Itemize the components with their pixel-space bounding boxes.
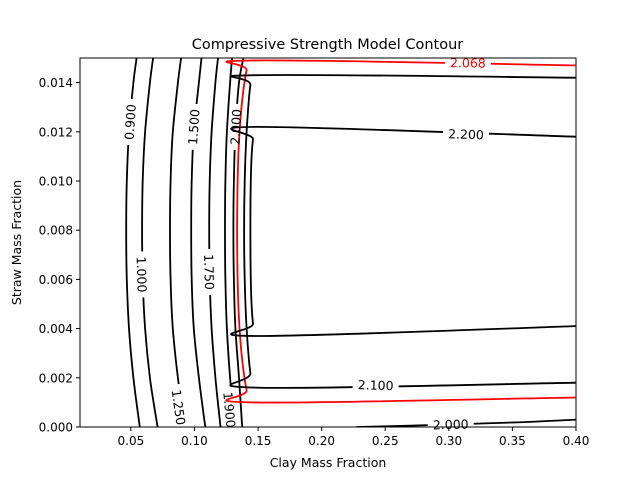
- contour-lines: [125, 58, 576, 427]
- contour-label-2_000: 2.000: [227, 109, 244, 146]
- contour-labels: 0.900 1.000 1.250 1.500 1.750 1.900 2.000 2.068…: [122, 55, 486, 432]
- contour-line-1_900: [224, 58, 236, 427]
- contour-label-2_000: 2.000: [433, 416, 469, 432]
- contour-line-2_000: [355, 418, 576, 427]
- y-tick-label: 0.000: [39, 421, 73, 435]
- y-axis: 0.000 0.002 0.004 0.006 0.008 0.010 0.012 0.014: [39, 76, 80, 435]
- contour-path: [229, 74, 576, 389]
- contour-label-1_250: 1.250: [169, 389, 189, 427]
- y-tick-label: 0.006: [39, 273, 73, 287]
- contour-label-1_900: 1.900: [220, 391, 238, 428]
- contour-line-1_750: [208, 58, 222, 427]
- contour-path: [125, 58, 141, 427]
- y-tick-label: 0.004: [39, 322, 73, 336]
- y-tick-label: 0.008: [39, 224, 73, 238]
- x-axis: 0.05 0.10 0.15 0.20 0.25 0.30 0.35 0.40: [118, 427, 590, 448]
- contour-label-1_000: 1.000: [134, 256, 150, 292]
- y-tick-label: 0.002: [39, 371, 73, 385]
- contour-path: [355, 418, 576, 427]
- contour-line-2_100: [229, 74, 576, 389]
- contour-path: [141, 58, 159, 427]
- contour-line-2_000: [232, 58, 245, 427]
- contour-label-2_100: 2.100: [358, 377, 394, 393]
- contour-path: [224, 58, 236, 427]
- contour-label-0_900: 0.900: [122, 104, 139, 141]
- contour-line-2_068: [225, 59, 576, 404]
- contour-label-2_068: 2.068: [450, 55, 486, 71]
- x-tick-label: 0.25: [372, 434, 399, 448]
- y-axis-label: Straw Mass Fraction: [9, 180, 24, 305]
- y-tick-label: 0.012: [39, 125, 73, 139]
- y-tick-label: 0.014: [39, 76, 73, 90]
- contour-path: [208, 58, 222, 427]
- plot-frame: [79, 57, 577, 428]
- plot-area: 0.900 1.000 1.250 1.500 1.750 1.900 2.000 2.068…: [79, 55, 577, 433]
- contour-line-2_200: [230, 125, 576, 337]
- contour-path: [225, 59, 576, 404]
- x-tick-label: 0.40: [563, 434, 590, 448]
- contour-path: [190, 58, 207, 427]
- chart-title: Compressive Strength Model Contour: [192, 37, 464, 53]
- contour-path: [230, 125, 576, 337]
- contour-line-1_000: [141, 58, 159, 427]
- x-tick-label: 0.20: [308, 434, 335, 448]
- contour-label-1_500: 1.500: [185, 108, 203, 145]
- contour-path: [232, 58, 245, 427]
- contour-path: [169, 58, 186, 427]
- x-tick-label: 0.05: [118, 434, 145, 448]
- contour-label-1_750: 1.750: [201, 254, 217, 290]
- x-tick-label: 0.30: [435, 434, 462, 448]
- contour-line-1_250: [169, 58, 186, 427]
- x-axis-label: Clay Mass Fraction: [270, 455, 387, 470]
- x-tick-label: 0.15: [245, 434, 272, 448]
- contour-label-2_200: 2.200: [448, 126, 484, 142]
- x-tick-label: 0.35: [499, 434, 526, 448]
- y-tick-label: 0.010: [39, 175, 73, 189]
- contour-line-1_500: [190, 58, 207, 427]
- x-tick-label: 0.10: [181, 434, 208, 448]
- contour-line-0_900: [125, 58, 141, 427]
